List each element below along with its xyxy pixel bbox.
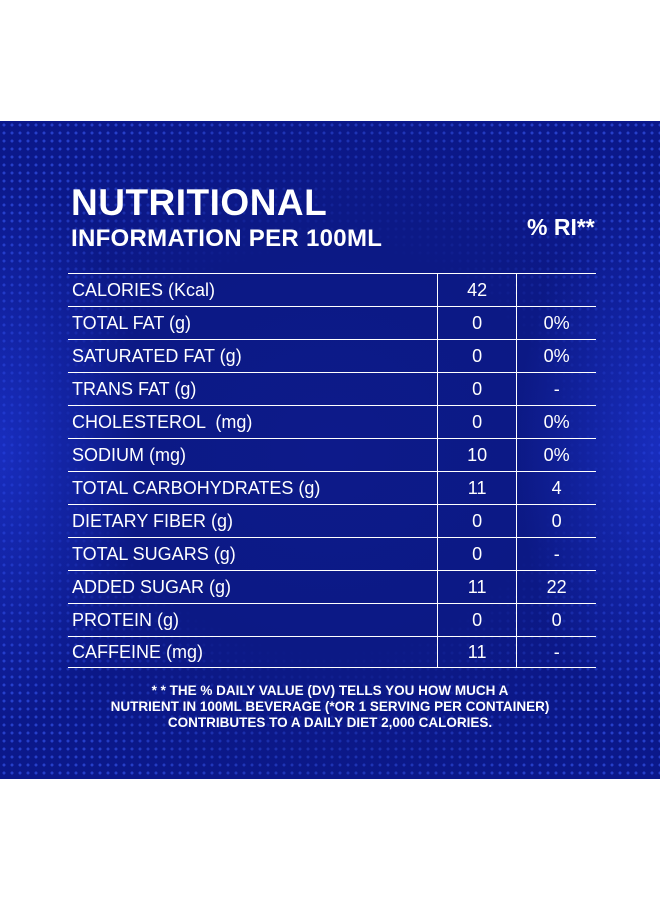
footnote-line-2: NUTRIENT IN 100ML BEVERAGE (*OR 1 SERVIN…	[110, 699, 550, 714]
nutrient-value: 0	[437, 306, 518, 340]
nutrient-name: SODIUM (mg)	[68, 438, 438, 472]
nutrient-name: TOTAL SUGARS (g)	[68, 537, 438, 571]
nutrient-ri: -	[516, 537, 596, 571]
nutrient-value: 11	[437, 570, 518, 604]
table-row: SODIUM (mg) 10 0%	[68, 438, 596, 472]
nutrient-ri: -	[516, 372, 596, 406]
footnote-line-1: * * THE % DAILY VALUE (DV) TELLS YOU HOW…	[151, 683, 509, 698]
table-row: CHOLESTEROL (mg) 0 0%	[68, 405, 596, 439]
nutrient-ri: -	[516, 636, 596, 668]
nutrient-ri	[516, 273, 596, 307]
table-row: SATURATED FAT (g) 0 0%	[68, 339, 596, 373]
nutrient-ri: 0	[516, 603, 596, 637]
nutrient-value: 42	[437, 273, 518, 307]
nutrient-name: CALORIES (Kcal)	[68, 273, 438, 307]
nutrient-name: TOTAL CARBOHYDRATES (g)	[68, 471, 438, 505]
nutrient-name: CAFFEINE (mg)	[68, 636, 438, 668]
nutrient-name: TOTAL FAT (g)	[68, 306, 438, 340]
nutrient-name: PROTEIN (g)	[68, 603, 438, 637]
table-row: TOTAL FAT (g) 0 0%	[68, 306, 596, 340]
nutrient-value: 0	[437, 603, 518, 637]
daily-value-footnote: * * THE % DAILY VALUE (DV) TELLS YOU HOW…	[40, 683, 620, 731]
nutrient-name: DIETARY FIBER (g)	[68, 504, 438, 538]
nutrient-ri: 4	[516, 471, 596, 505]
nutrient-ri: 22	[516, 570, 596, 604]
nutrition-table: CALORIES (Kcal) 42 TOTAL FAT (g) 0 0% SA…	[68, 273, 596, 668]
table-row: CAFFEINE (mg) 11 -	[68, 636, 596, 668]
nutrition-panel: NUTRITIONAL INFORMATION PER 100ML % RI**…	[0, 121, 660, 779]
table-row: TOTAL SUGARS (g) 0 -	[68, 537, 596, 571]
table-row: CALORIES (Kcal) 42	[68, 273, 596, 307]
table-row: PROTEIN (g) 0 0	[68, 603, 596, 637]
nutrient-value: 11	[437, 471, 518, 505]
table-row: TOTAL CARBOHYDRATES (g) 11 4	[68, 471, 596, 505]
nutrient-ri: 0	[516, 504, 596, 538]
nutrient-value: 0	[437, 339, 518, 373]
nutrient-ri: 0%	[516, 306, 596, 340]
nutrient-value: 0	[437, 537, 518, 571]
ri-column-label: % RI**	[527, 214, 595, 240]
table-row: DIETARY FIBER (g) 0 0	[68, 504, 596, 538]
footnote-line-3: CONTRIBUTES TO A DAILY DIET 2,000 CALORI…	[167, 715, 493, 730]
nutrient-ri: 0%	[516, 339, 596, 373]
table-row: TRANS FAT (g) 0 -	[68, 372, 596, 406]
nutrient-value: 0	[437, 504, 518, 538]
nutrient-ri: 0%	[516, 405, 596, 439]
nutrient-value: 11	[437, 636, 518, 668]
nutrient-name: ADDED SUGAR (g)	[68, 570, 438, 604]
nutrient-value: 10	[437, 438, 518, 472]
nutrient-name: SATURATED FAT (g)	[68, 339, 438, 373]
nutrient-value: 0	[437, 372, 518, 406]
nutrient-ri: 0%	[516, 438, 596, 472]
title-line-2: INFORMATION PER 100ML	[71, 225, 383, 252]
nutrient-name: CHOLESTEROL (mg)	[68, 405, 438, 439]
title-line-1: NUTRITIONAL	[71, 182, 328, 223]
table-row: ADDED SUGAR (g) 11 22	[68, 570, 596, 604]
nutrient-value: 0	[437, 405, 518, 439]
nutrient-name: TRANS FAT (g)	[68, 372, 438, 406]
